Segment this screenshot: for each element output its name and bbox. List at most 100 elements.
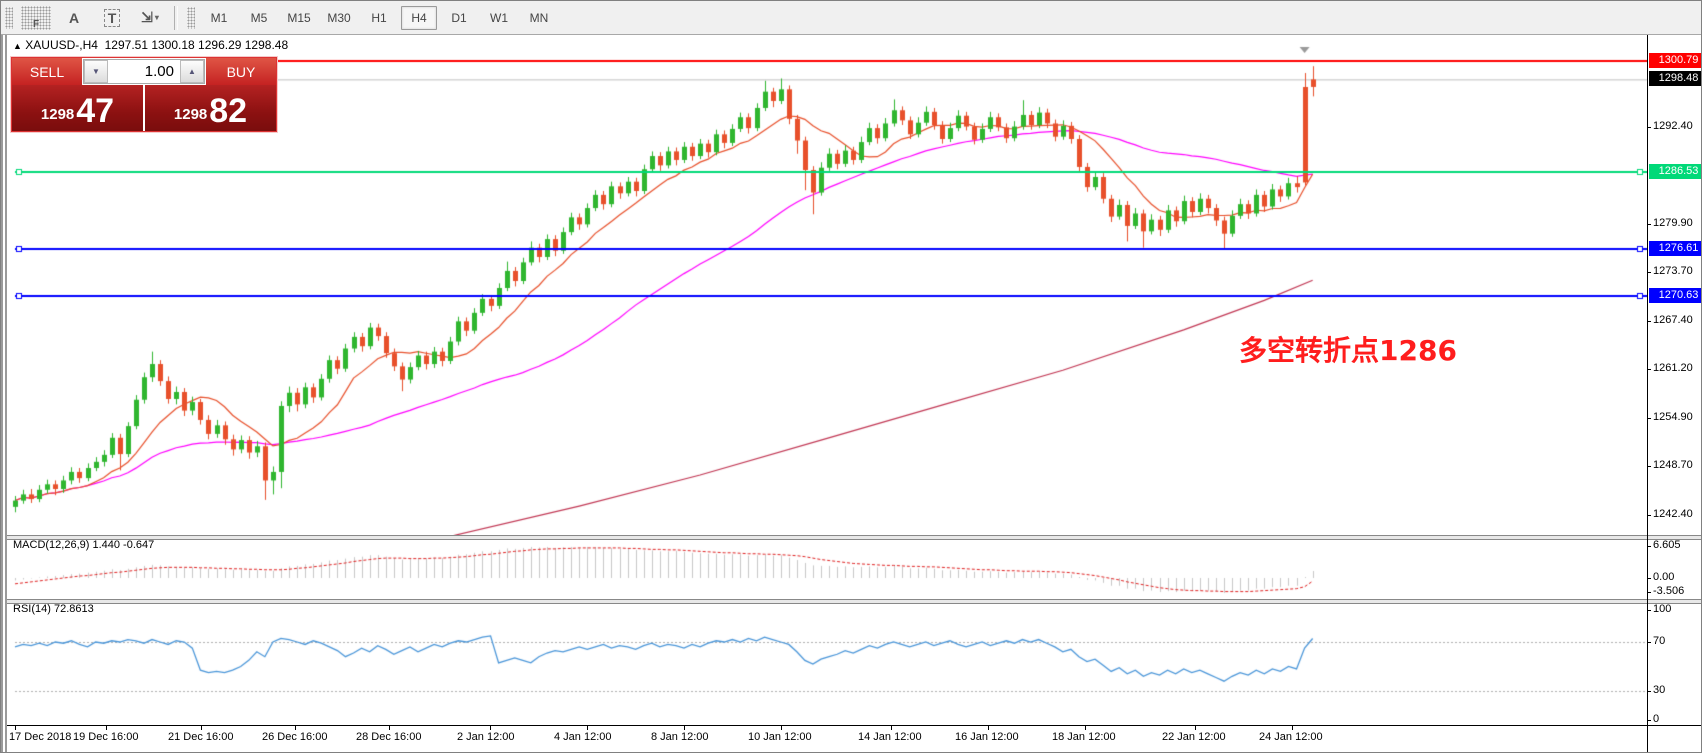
toolbar-gripper[interactable]: [5, 6, 13, 29]
tf-m30-button[interactable]: M30: [327, 10, 351, 25]
date-tick: [587, 726, 588, 730]
indicator-tick: [1647, 642, 1651, 643]
buy-button[interactable]: BUY: [206, 58, 276, 85]
chart-symbol: XAUUSD-,H4: [25, 38, 98, 52]
sell-price-big: 47: [76, 92, 115, 130]
date-tick: [1195, 726, 1196, 730]
date-axis-label[interactable]: 22 Jan 12:00: [1162, 731, 1226, 743]
buy-quote-tile[interactable]: 1298 82: [145, 85, 276, 131]
rsi-scale-label: 100: [1653, 603, 1672, 615]
sell-quote-tile[interactable]: 1298 47: [12, 85, 143, 131]
volume-spinner: ▼ 1.00 ▲: [83, 59, 205, 84]
price-line-label: 1300.79: [1649, 53, 1701, 69]
price-tick: [1647, 514, 1651, 516]
tf-m15-button[interactable]: M15: [287, 10, 311, 25]
tf-m1-button[interactable]: M1: [210, 10, 228, 25]
tf-w1-button[interactable]: W1: [490, 10, 508, 25]
price-tick: [1647, 320, 1651, 322]
date-axis-label[interactable]: 28 Dec 16:00: [356, 731, 422, 743]
price-tick: [1647, 126, 1651, 128]
date-axis-line: [7, 725, 1701, 726]
panel-separator[interactable]: [7, 535, 1701, 540]
price-axis-label[interactable]: 1292.40: [1653, 119, 1693, 132]
collapse-arrow-icon[interactable]: ▲: [13, 41, 22, 51]
rsi-scale-label: 0: [1653, 713, 1660, 725]
date-tick: [988, 726, 989, 730]
price-tick: [1647, 368, 1651, 370]
grid-f-icon[interactable]: F: [20, 5, 52, 31]
tf-h1-button[interactable]: H1: [371, 10, 387, 25]
rsi-scale-label: 30: [1653, 684, 1666, 696]
date-axis-label[interactable]: 14 Jan 12:00: [858, 731, 922, 743]
toolbar-separator: [174, 5, 178, 30]
tf-mn-button[interactable]: MN: [529, 10, 549, 25]
tf-h4-button[interactable]: H4: [401, 5, 437, 30]
date-axis-label[interactable]: 17 Dec 2018: [9, 731, 72, 743]
dropdown-caret-icon[interactable]: ▾: [154, 13, 159, 22]
volume-down-button[interactable]: ▼: [84, 60, 108, 83]
volume-up-button[interactable]: ▲: [180, 60, 204, 83]
toolbar: F A T ⇲ ▾ M1 M5 M15 M30 H1 H4 D1 W1 MN: [1, 1, 1701, 35]
date-tick: [684, 726, 685, 730]
indicator-tick: [1647, 720, 1651, 721]
macd-label: MACD(12,26,9) 1.440 -0.647: [13, 539, 155, 551]
date-axis-label[interactable]: 18 Jan 12:00: [1052, 731, 1116, 743]
indicator-tick: [1647, 610, 1651, 611]
rsi-scale-label: 70: [1653, 635, 1666, 647]
date-axis-label[interactable]: 4 Jan 12:00: [554, 731, 612, 743]
date-axis-label[interactable]: 16 Jan 12:00: [955, 731, 1019, 743]
rsi-canvas[interactable]: [7, 602, 1647, 725]
indicator-tick: [1647, 546, 1651, 547]
price-axis-label[interactable]: 1248.70: [1653, 458, 1693, 471]
date-tick: [15, 726, 16, 730]
macd-scale-label: 0.00: [1653, 571, 1675, 583]
indicator-tick: [1647, 578, 1651, 579]
date-axis-label[interactable]: 19 Dec 16:00: [73, 731, 139, 743]
price-scale-axis[interactable]: [1647, 35, 1648, 752]
chart-ohlc: 1297.51 1300.18 1296.29 1298.48: [104, 38, 289, 52]
text-a-icon[interactable]: A: [68, 9, 80, 26]
date-tick: [1085, 726, 1086, 730]
sell-price-small: 1298: [40, 106, 75, 123]
text-box-icon[interactable]: T: [96, 5, 128, 31]
current-price-label: 1298.48: [1649, 71, 1701, 87]
date-axis-label[interactable]: 24 Jan 12:00: [1259, 731, 1323, 743]
sell-button[interactable]: SELL: [12, 58, 82, 85]
price-tick: [1647, 465, 1651, 467]
buy-price-small: 1298: [173, 106, 208, 123]
date-tick: [781, 726, 782, 730]
volume-value[interactable]: 1.00: [144, 63, 174, 80]
main-chart-canvas[interactable]: [7, 35, 1647, 535]
price-line-label: 1276.61: [1649, 241, 1701, 257]
date-axis-label[interactable]: 8 Jan 12:00: [651, 731, 709, 743]
price-axis-label[interactable]: 1242.40: [1653, 507, 1693, 520]
price-axis-label[interactable]: 1279.90: [1653, 216, 1693, 229]
date-tick: [389, 726, 390, 730]
price-axis-label[interactable]: 1254.90: [1653, 410, 1693, 423]
price-axis-label[interactable]: 1261.20: [1653, 361, 1693, 374]
price-line-label: 1286.53: [1649, 164, 1701, 180]
price-axis-label[interactable]: 1267.40: [1653, 313, 1693, 326]
macd-scale-label: -3.506: [1653, 585, 1685, 597]
date-axis-label[interactable]: 21 Dec 16:00: [168, 731, 234, 743]
date-axis-label[interactable]: 26 Dec 16:00: [262, 731, 328, 743]
date-tick: [201, 726, 202, 730]
price-line-label: 1270.63: [1649, 287, 1701, 303]
price-axis-label[interactable]: 1273.70: [1653, 264, 1693, 277]
timeframe-gripper[interactable]: [187, 6, 195, 29]
indicator-tick: [1647, 592, 1651, 593]
tf-m5-button[interactable]: M5: [250, 10, 268, 25]
indicator-tick: [1647, 691, 1651, 692]
arrows-tool-icon[interactable]: ⇲ ▾: [141, 9, 159, 25]
date-axis-label[interactable]: 2 Jan 12:00: [457, 731, 515, 743]
macd-canvas[interactable]: [7, 538, 1647, 599]
price-tick: [1647, 417, 1651, 419]
date-tick: [1292, 726, 1293, 730]
chart-header: ▲ XAUUSD-,H4 1297.51 1300.18 1296.29 129…: [13, 38, 288, 52]
macd-scale-label: 6.605: [1653, 539, 1681, 551]
panel-separator[interactable]: [7, 599, 1701, 604]
chart-window: ▲ XAUUSD-,H4 1297.51 1300.18 1296.29 129…: [1, 35, 1701, 752]
tf-d1-button[interactable]: D1: [451, 10, 467, 25]
date-axis-label[interactable]: 10 Jan 12:00: [748, 731, 812, 743]
